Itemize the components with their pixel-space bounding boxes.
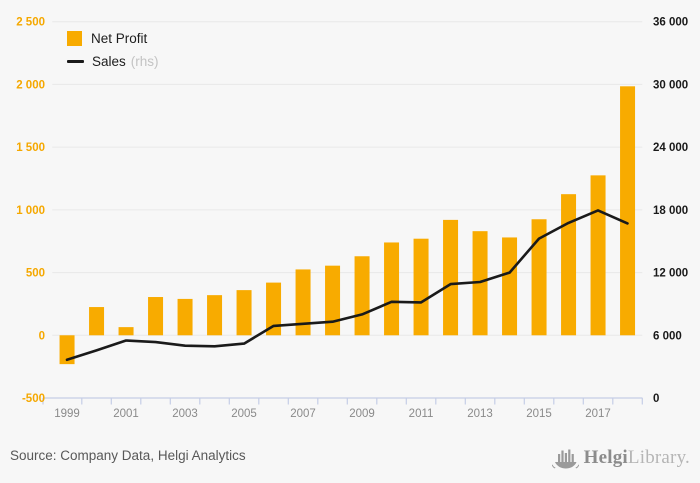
right-axis-label: 12 000: [653, 268, 688, 280]
x-axis-label-2003: 2003: [172, 408, 198, 420]
x-axis-label-1999: 1999: [54, 408, 80, 420]
left-axis-label: 500: [26, 268, 45, 280]
net-profit-swatch-icon: [67, 31, 82, 46]
logo-text-helgi: Helgi: [583, 447, 628, 468]
x-axis-label-2015: 2015: [526, 408, 552, 420]
legend-item-sales: Sales (rhs): [67, 50, 159, 73]
x-axis-label-2009: 2009: [349, 408, 375, 420]
bar-2005: [236, 290, 252, 336]
right-axis-label: 30 000: [653, 79, 688, 91]
left-axis-label: 1 000: [16, 205, 45, 217]
x-axis-label-2007: 2007: [290, 408, 316, 420]
left-axis-label: 1 500: [16, 142, 45, 154]
bar-2011: [413, 238, 429, 336]
bar-2017: [590, 175, 606, 336]
bar-2002: [148, 297, 164, 336]
bar-2008: [325, 265, 341, 336]
bar-2010: [384, 242, 400, 336]
x-axis-label-2005: 2005: [231, 408, 257, 420]
x-axis-label-2013: 2013: [467, 408, 493, 420]
left-axis-label: 2 500: [16, 17, 45, 29]
bar-2006: [266, 282, 282, 336]
helgi-library-logo: HelgiLibrary.: [551, 443, 690, 473]
legend-rhs-note: (rhs): [130, 54, 159, 69]
bar-2000: [89, 307, 105, 336]
bar-2014: [502, 237, 518, 336]
bar-2016: [561, 194, 577, 336]
legend-label-sales: Sales: [92, 54, 126, 69]
logo-text-library: Library.: [627, 447, 690, 468]
x-axis-label-2001: 2001: [113, 408, 139, 420]
sales-line: [65, 209, 629, 362]
left-axis-label: 0: [39, 330, 45, 342]
bar-2018: [620, 86, 636, 336]
right-axis-label: 18 000: [653, 205, 688, 217]
source-note: Source: Company Data, Helgi Analytics: [10, 448, 246, 463]
bar-2009: [354, 256, 370, 336]
sales-line-swatch-icon: [67, 60, 84, 63]
bar-2003: [177, 298, 193, 336]
bar-1999: [59, 335, 75, 365]
bar-2004: [207, 295, 223, 336]
x-axis-label-2017: 2017: [585, 408, 611, 420]
footer: Source: Company Data, Helgi Analytics He…: [0, 435, 700, 483]
x-axis-label-2011: 2011: [409, 408, 434, 420]
net-profit-sales-chart: 1999 2001 2003 2005 2007 2009 2011 2013 2015 2017…: [16, 17, 688, 420]
legend-item-net-profit: Net Profit: [67, 27, 159, 50]
right-axis-label: 24 000: [653, 142, 688, 154]
right-axis-label: 0: [653, 393, 659, 405]
legend-label-net-profit: Net Profit: [91, 31, 148, 46]
logo-text: HelgiLibrary.: [584, 447, 690, 469]
bar-2012: [443, 219, 459, 336]
right-axis-label: 6 000: [653, 330, 682, 342]
bar-2001: [118, 327, 134, 336]
legend: Net Profit Sales (rhs): [67, 27, 159, 73]
left-axis-label: 2 000: [16, 79, 45, 91]
ship-icon: [551, 449, 579, 468]
left-axis-label: -500: [22, 393, 45, 405]
bar-2015: [531, 219, 547, 336]
bar-2007: [295, 269, 311, 336]
right-axis-label: 36 000: [653, 17, 688, 29]
